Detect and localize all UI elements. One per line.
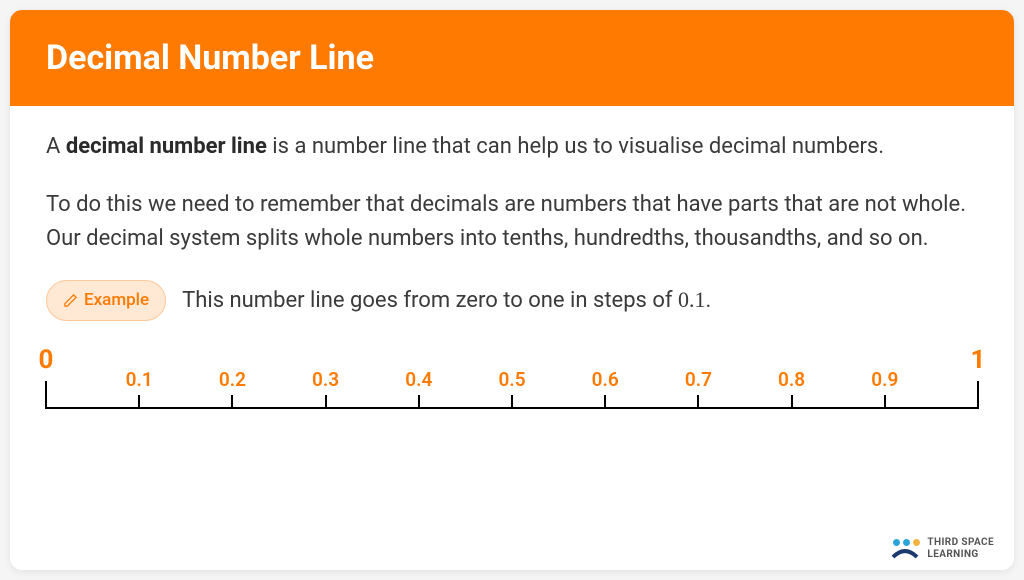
numberline-tick-major [45,381,47,409]
brand-dot [893,539,900,546]
bold-term: decimal number line [66,134,267,159]
brand-line1: THIRD SPACE [927,537,994,549]
numberline-label-minor: 0.2 [219,368,246,391]
brand-line2: LEARNING [927,549,994,561]
brand-dot [903,539,910,546]
header: Decimal Number Line [10,10,1014,106]
brand-logo [891,539,919,559]
numberline-label-minor: 0.8 [778,368,805,391]
numberline-tick-minor [697,395,699,409]
numberline-tick-minor [418,395,420,409]
content: A decimal number line is a number line t… [10,106,1014,321]
page-title: Decimal Number Line [46,38,978,78]
numberline-label-minor: 0.4 [405,368,432,391]
brand-footer: THIRD SPACE LEARNING [891,537,994,560]
numberline-tick-minor [791,395,793,409]
intro-paragraph-2: To do this we need to remember that deci… [46,188,978,256]
math-value: 0.1 [678,287,706,312]
example-row: Example This number line goes from zero … [46,280,978,320]
numberline-tick-minor [604,395,606,409]
numberline: 010.10.20.30.40.50.60.70.80.9 [46,339,978,419]
example-badge: Example [46,280,166,320]
numberline-label-minor: 0.9 [871,368,898,391]
numberline-label-minor: 0.6 [592,368,619,391]
p1-rest: is a number line that can help us to vis… [267,134,884,159]
numberline-label-minor: 0.1 [126,368,153,391]
numberline-tick-minor [138,395,140,409]
numberline-tick-minor [511,395,513,409]
brand-dot [913,539,920,546]
numberline-tick-minor [325,395,327,409]
numberline-tick-minor [231,395,233,409]
brand-arc-icon [891,547,919,559]
numberline-tick-minor [884,395,886,409]
pencil-icon [63,293,78,308]
numberline-label-major: 0 [39,345,54,375]
numberline-tick-major [977,381,979,409]
lesson-card: Decimal Number Line A decimal number lin… [10,10,1014,570]
brand-text: THIRD SPACE LEARNING [927,537,994,560]
numberline-label-minor: 0.3 [312,368,339,391]
numberline-label-minor: 0.7 [685,368,712,391]
example-badge-label: Example [84,287,149,313]
numberline-label-major: 1 [971,345,986,375]
numberline-container: 0 1 0.1 0.2 0.3 0.4 0.5 0.6 0.7 0.8 0.9 [10,339,1014,419]
numberline-label-minor: 0.5 [498,368,525,391]
intro-paragraph-1: A decimal number line is a number line t… [46,130,978,164]
example-text: This number line goes from zero to one i… [182,283,711,318]
